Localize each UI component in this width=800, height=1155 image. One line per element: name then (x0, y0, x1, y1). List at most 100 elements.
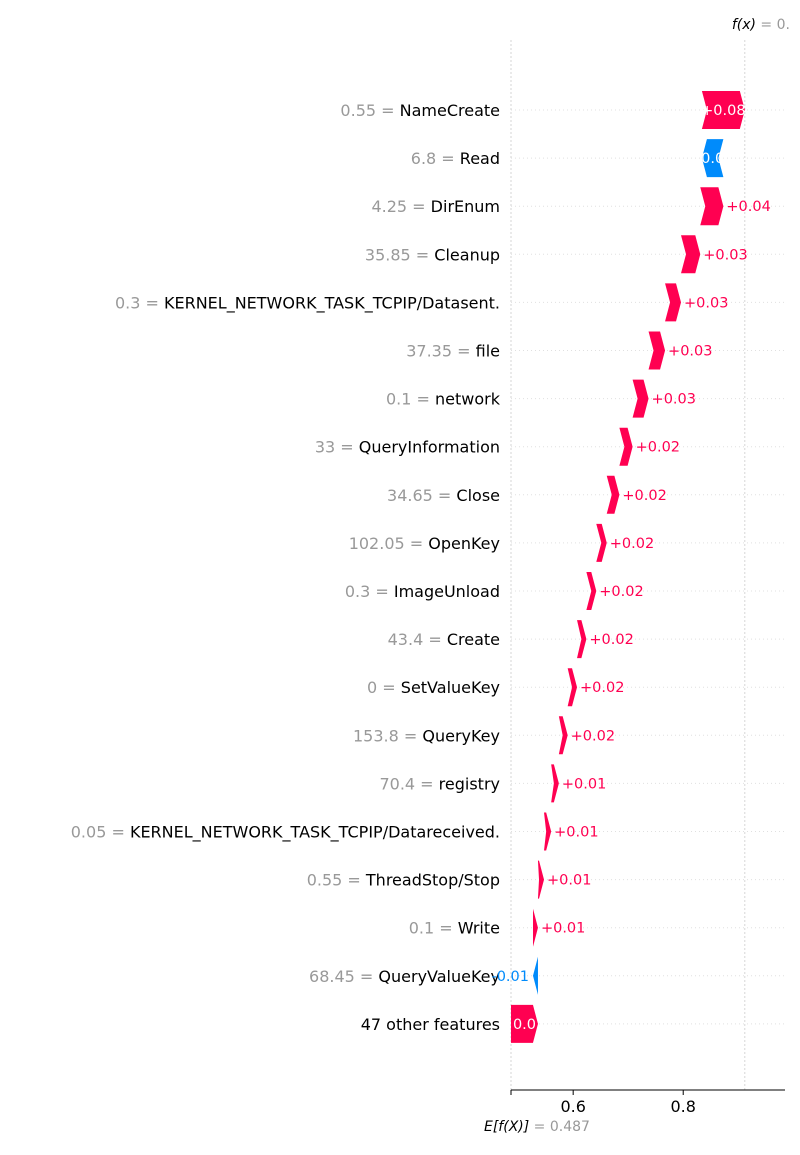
feature-value: 0.05 = (71, 823, 130, 842)
feature-label: 0 = SetValueKey (367, 678, 500, 697)
feature-name: registry (439, 774, 500, 793)
positive-bar-queryinformation (619, 427, 633, 466)
feature-name: file (476, 342, 500, 361)
contribution-label: +0.04 (726, 199, 770, 215)
positive-bar-openkey (596, 523, 607, 562)
contribution-label: -0.01 (491, 969, 529, 985)
contribution-label: +0.02 (636, 440, 680, 456)
feature-name: NameCreate (400, 101, 500, 120)
contribution-label: +0.01 (541, 921, 585, 937)
feature-value: 34.65 = (387, 486, 456, 505)
feature-label: 37.35 = file (406, 342, 500, 361)
feature-label: 33 = QueryInformation (315, 438, 500, 457)
feature-label: 4.25 = DirEnum (371, 197, 500, 216)
positive-bar-kernel-network-task-tcpip-datareceived- (544, 812, 552, 851)
final-value-text: = 0. (760, 17, 790, 33)
contribution-label: +0.02 (589, 632, 633, 648)
feature-value: 0.55 = (307, 871, 366, 890)
feature-value: 153.8 = (353, 726, 422, 745)
feature-name: ImageUnload (394, 582, 500, 601)
contribution-label: +0.08 (701, 103, 745, 119)
feature-name: network (435, 390, 501, 409)
feature-label: 70.4 = registry (379, 774, 500, 793)
reference-lines (510, 40, 746, 1090)
feature-value: 4.25 = (371, 197, 430, 216)
feature-label: 43.4 = Create (388, 630, 500, 649)
feature-label: 0.1 = Write (409, 919, 500, 938)
positive-bar-kernel-network-task-tcpip-datasent- (665, 283, 682, 322)
negative-bar-queryvaluekey (533, 956, 538, 995)
positive-bar-direnum (700, 187, 724, 226)
row-gridlines (511, 109, 785, 1025)
feature-value: 35.85 = (365, 245, 434, 264)
contribution-label: +0.01 (547, 873, 591, 889)
contribution-label: +0.01 (562, 776, 606, 792)
feature-value: 6.8 = (411, 149, 460, 168)
feature-name: Close (456, 486, 500, 505)
positive-bar-setvaluekey (567, 668, 578, 707)
x-axis: 0.6 0.8 (510, 1089, 785, 1116)
feature-name: SetValueKey (401, 678, 500, 697)
feature-label: 34.65 = Close (387, 486, 500, 505)
feature-label: 35.85 = Cleanup (365, 245, 500, 264)
contribution-label: +0.03 (668, 344, 712, 360)
feature-name: QueryKey (422, 726, 500, 745)
base-value-label: E[f(X)] (484, 1119, 534, 1135)
feature-value: 68.45 = (309, 967, 378, 986)
feature-label: 0.3 = ImageUnload (345, 582, 500, 601)
contribution-label: 0.0 (701, 151, 724, 167)
positive-bar-47-other-features (511, 1004, 538, 1043)
contribution-label: +0.02 (571, 728, 615, 744)
feature-value: 70.4 = (379, 774, 438, 793)
feature-value: 0.1 = (386, 390, 435, 409)
feature-name: QueryInformation (359, 438, 500, 457)
feature-label: 102.05 = OpenKey (349, 534, 500, 553)
feature-value: 43.4 = (388, 630, 447, 649)
positive-bar-querykey (558, 716, 568, 755)
positive-bar-network (632, 379, 649, 418)
final-value-label: f(x) (732, 17, 761, 33)
positive-bar-threadstop-stop (537, 860, 545, 899)
feature-name: KERNEL_NETWORK_TASK_TCPIP/Datasent. (164, 293, 500, 313)
final-value-annotation: f(x) = 0. (732, 17, 790, 33)
contribution-bars (511, 91, 745, 1043)
feature-label: 68.45 = QueryValueKey (309, 967, 500, 986)
positive-bar-create (577, 620, 587, 659)
feature-name: Write (458, 919, 500, 938)
contribution-label: +0.02 (622, 488, 666, 504)
feature-value: 0.3 = (115, 293, 164, 312)
contribution-label: +0.02 (580, 680, 624, 696)
base-value-annotation: E[f(X)] = 0.487 (484, 1119, 590, 1135)
positive-bar-cleanup (681, 235, 701, 274)
feature-label: 0.55 = NameCreate (340, 101, 500, 120)
feature-name: ThreadStop/Stop (365, 871, 500, 890)
feature-label: 153.8 = QueryKey (353, 726, 500, 745)
positive-bar-close (606, 475, 620, 514)
feature-label: 0.3 = KERNEL_NETWORK_TASK_TCPIP/Datasent… (115, 293, 500, 313)
feature-label: 0.1 = network (386, 390, 501, 409)
feature-value: 37.35 = (406, 342, 475, 361)
feature-name: KERNEL_NETWORK_TASK_TCPIP/Datareceived. (130, 823, 500, 843)
contribution-label: +0.03 (652, 392, 696, 408)
feature-label: 6.8 = Read (411, 149, 500, 168)
feature-labels: 0.55 = NameCreate +0.08 6.8 = Read 0.0 4.25 … (71, 101, 771, 1034)
feature-value: 0.3 = (345, 582, 394, 601)
feature-label: 0.55 = ThreadStop/Stop (307, 871, 500, 890)
base-value-text: = 0.487 (534, 1119, 590, 1135)
positive-bar-namecreate (701, 91, 745, 129)
axis-annotations: E[f(X)] = 0.487 f(x) = 0. (484, 17, 790, 1135)
contribution-label: +0.02 (610, 536, 654, 552)
feature-label: 47 other features (361, 1015, 500, 1034)
contribution-label: +0.03 (684, 295, 728, 311)
positive-bar-registry (551, 764, 559, 803)
positive-bar-write (533, 908, 538, 947)
negative-bar-read (701, 139, 724, 178)
contribution-label: 0.0 (513, 1017, 536, 1033)
contribution-label: +0.02 (599, 584, 643, 600)
feature-name: Cleanup (434, 245, 500, 264)
feature-name: OpenKey (428, 534, 500, 553)
contribution-label: +0.03 (703, 247, 747, 263)
contribution-label: +0.01 (554, 825, 598, 841)
feature-value: 0.55 = (340, 101, 399, 120)
